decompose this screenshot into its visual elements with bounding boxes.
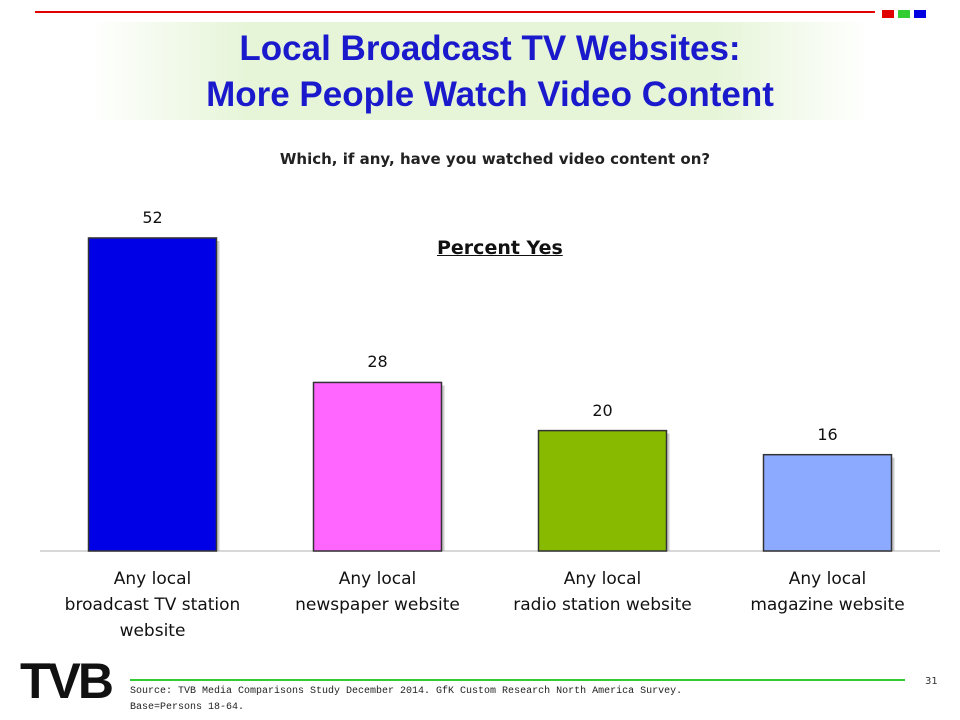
bar [312, 381, 443, 552]
annotation: Percent Yes [437, 237, 563, 259]
value-label: 20 [592, 400, 613, 420]
logo: TVB [20, 653, 114, 709]
chart-title: Local Broadcast TV Websites: More People… [206, 29, 774, 114]
subtitle: Which, if any, have you watched video co… [279, 150, 711, 168]
value-label: 16 [817, 424, 838, 444]
x-tick-label: Any local radio station website [513, 569, 692, 615]
bar [87, 237, 218, 552]
value-label: 28 [367, 352, 388, 372]
x-tick-label: Any local newspaper website [295, 569, 460, 615]
deco-square [898, 10, 910, 18]
deco-square [882, 10, 894, 18]
value-label: 52 [142, 207, 163, 227]
x-tick-label: Any local broadcast TV station website [64, 569, 241, 641]
bar [537, 429, 668, 552]
bar [762, 453, 893, 552]
source-note: Source: TVB Media Comparisons Study Dece… [130, 686, 683, 713]
x-tick-label: Any local magazine website [750, 569, 905, 615]
deco-square [914, 10, 926, 18]
page-number: 31 [925, 676, 938, 687]
title-background [90, 22, 870, 120]
